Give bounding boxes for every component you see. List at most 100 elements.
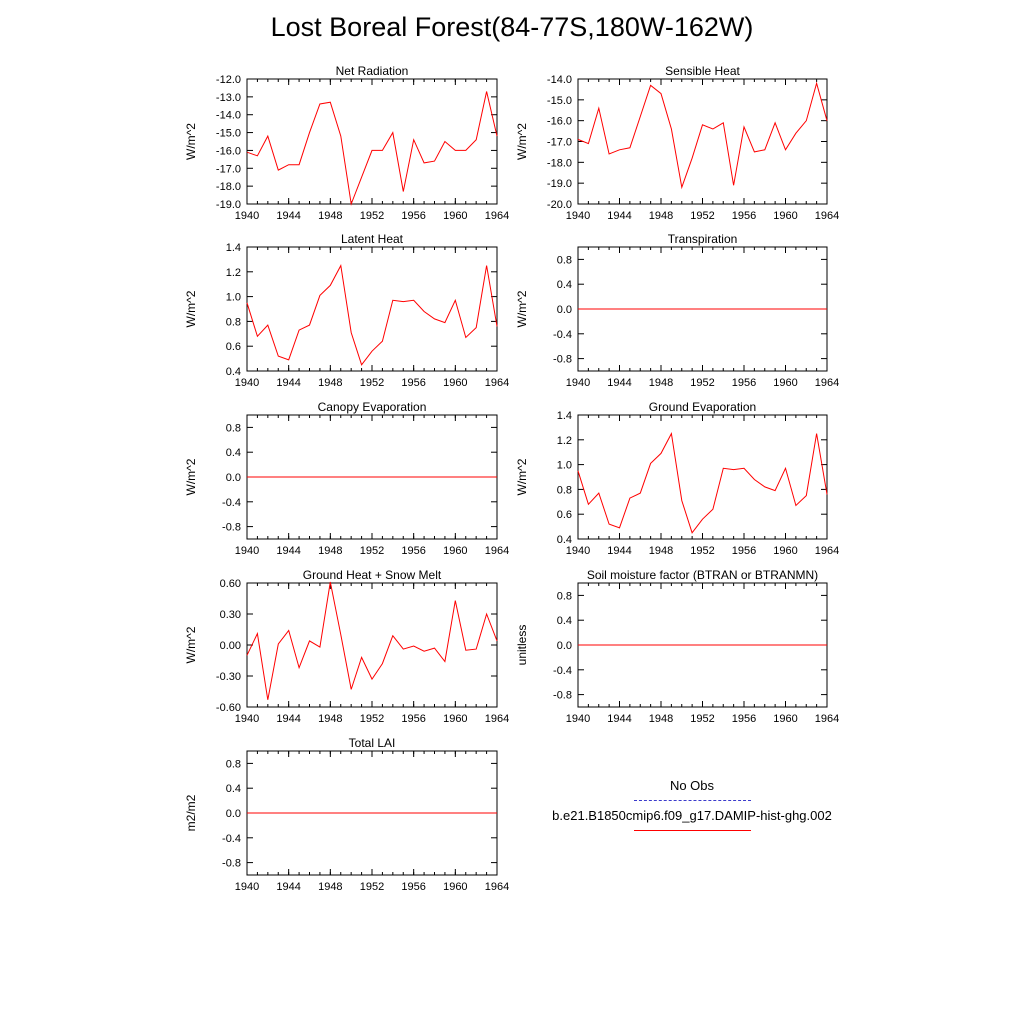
x-tick-label: 1964 — [485, 210, 509, 222]
y-tick-label: -19.0 — [216, 199, 241, 211]
x-tick-label: 1940 — [235, 545, 259, 557]
plot-frame — [577, 414, 828, 540]
x-tick-label: 1948 — [649, 210, 673, 222]
y-tick-label: 1.2 — [557, 435, 572, 447]
x-tick-label: 1964 — [485, 881, 509, 893]
x-tick-label: 1956 — [732, 210, 756, 222]
x-tick-label: 1940 — [235, 377, 259, 389]
chart-title: Sensible Heat — [665, 64, 740, 78]
series-line — [246, 581, 498, 700]
series-line — [577, 81, 828, 190]
chart-soil-moisture-factor-btran-or-btranmn: Soil moisture factor (BTRAN or BTRANMN) u… — [515, 568, 839, 725]
y-tick-label: 0.4 — [557, 279, 572, 291]
y-tick-label: -0.4 — [553, 665, 572, 677]
chart-latent-heat: Latent Heat W/m^2 1940 1944 1948 1952 1956 1960… — [184, 232, 509, 389]
chart-total-lai: Total LAI m2/m2 1940 1944 1948 1952 1956 1960 19… — [184, 736, 509, 893]
y-tick-label: -16.0 — [216, 145, 241, 157]
y-tick-label: -20.0 — [547, 199, 572, 211]
x-tick-label: 1952 — [360, 377, 384, 389]
x-tick-label: 1940 — [235, 713, 259, 725]
y-tick-label: 0.4 — [557, 615, 572, 627]
x-tick-label: 1956 — [401, 377, 425, 389]
x-tick-label: 1944 — [276, 881, 300, 893]
x-tick-label: 1964 — [815, 377, 839, 389]
y-tick-label: -17.0 — [547, 137, 572, 149]
x-tick-label: 1960 — [443, 881, 467, 893]
x-tick-label: 1964 — [485, 545, 509, 557]
y-tick-label: 0.0 — [226, 472, 241, 484]
y-tick-label: 1.4 — [226, 242, 241, 254]
plot-frame — [246, 582, 498, 708]
chart-sensible-heat: Sensible Heat W/m^2 1940 1944 1948 1952 1956 19… — [515, 64, 839, 222]
x-tick-label: 1960 — [443, 713, 467, 725]
legend-label-no-obs: No Obs — [669, 778, 715, 793]
x-tick-label: 1948 — [649, 377, 673, 389]
chart-ground-evaporation: Ground Evaporation W/m^2 1940 1944 1948 1952 1… — [515, 400, 839, 557]
legend-label-model: b.e21.B1850cmip6.f09_g17.DAMIP-hist-ghg.… — [552, 808, 832, 823]
y-tick-label: -0.8 — [553, 354, 572, 366]
y-axis-label: W/m^2 — [184, 626, 198, 663]
x-tick-label: 1964 — [485, 377, 509, 389]
x-tick-label: 1956 — [401, 881, 425, 893]
x-tick-label: 1944 — [276, 210, 300, 222]
x-tick-label: 1948 — [649, 713, 673, 725]
x-tick-label: 1952 — [360, 545, 384, 557]
y-tick-label: -0.8 — [222, 522, 241, 534]
x-tick-label: 1956 — [401, 545, 425, 557]
x-tick-label: 1964 — [815, 210, 839, 222]
x-tick-label: 1944 — [276, 545, 300, 557]
plot-frame — [577, 78, 828, 205]
chart-title: Latent Heat — [341, 232, 404, 246]
x-tick-label: 1944 — [276, 377, 300, 389]
y-tick-label: -0.8 — [553, 690, 572, 702]
x-tick-label: 1944 — [607, 545, 631, 557]
x-tick-label: 1948 — [318, 210, 342, 222]
page-title: Lost Boreal Forest(84-77S,180W-162W) — [270, 12, 754, 42]
x-tick-label: 1964 — [815, 545, 839, 557]
y-tick-label: -14.0 — [216, 110, 241, 122]
y-tick-label: 0.8 — [557, 254, 572, 266]
x-tick-label: 1960 — [773, 377, 797, 389]
x-tick-label: 1948 — [318, 545, 342, 557]
y-axis-label: W/m^2 — [184, 123, 198, 160]
x-tick-label: 1940 — [566, 713, 590, 725]
y-tick-label: -17.0 — [216, 163, 241, 175]
x-tick-label: 1940 — [235, 210, 259, 222]
x-tick-label: 1944 — [607, 713, 631, 725]
y-tick-label: 1.0 — [557, 460, 572, 472]
y-tick-label: 0.4 — [226, 783, 241, 795]
y-tick-label: -18.0 — [216, 181, 241, 193]
chart-title: Canopy Evaporation — [318, 400, 427, 414]
x-tick-label: 1948 — [318, 881, 342, 893]
y-tick-label: 0.8 — [557, 484, 572, 496]
series-line — [246, 91, 498, 206]
x-tick-label: 1964 — [485, 713, 509, 725]
y-axis-label: W/m^2 — [184, 290, 198, 327]
legend-line-no-obs — [634, 800, 751, 801]
chart-title: Total LAI — [349, 736, 396, 750]
y-tick-label: 1.0 — [226, 292, 241, 304]
chart-canopy-evaporation: Canopy Evaporation W/m^2 1940 1944 1948 1952 1… — [184, 400, 509, 557]
y-tick-label: 0.4 — [226, 447, 241, 459]
y-axis-label: m2/m2 — [184, 794, 198, 831]
x-tick-label: 1960 — [773, 210, 797, 222]
x-tick-label: 1940 — [235, 881, 259, 893]
x-tick-label: 1956 — [401, 210, 425, 222]
x-tick-label: 1960 — [773, 713, 797, 725]
y-tick-label: 0.0 — [557, 640, 572, 652]
x-tick-label: 1952 — [360, 210, 384, 222]
y-tick-label: 0.60 — [220, 578, 241, 590]
y-axis-label: unitless — [515, 625, 529, 666]
y-tick-label: -0.4 — [553, 329, 572, 341]
x-tick-label: 1948 — [649, 545, 673, 557]
y-tick-label: -12.0 — [216, 74, 241, 86]
x-tick-label: 1952 — [690, 545, 714, 557]
y-axis-label: W/m^2 — [515, 123, 529, 160]
y-tick-label: -18.0 — [547, 157, 572, 169]
chart-title: Ground Evaporation — [649, 400, 756, 414]
x-tick-label: 1964 — [815, 713, 839, 725]
chart-title: Soil moisture factor (BTRAN or BTRANMN) — [587, 568, 818, 582]
x-tick-label: 1952 — [690, 713, 714, 725]
x-tick-label: 1960 — [773, 545, 797, 557]
